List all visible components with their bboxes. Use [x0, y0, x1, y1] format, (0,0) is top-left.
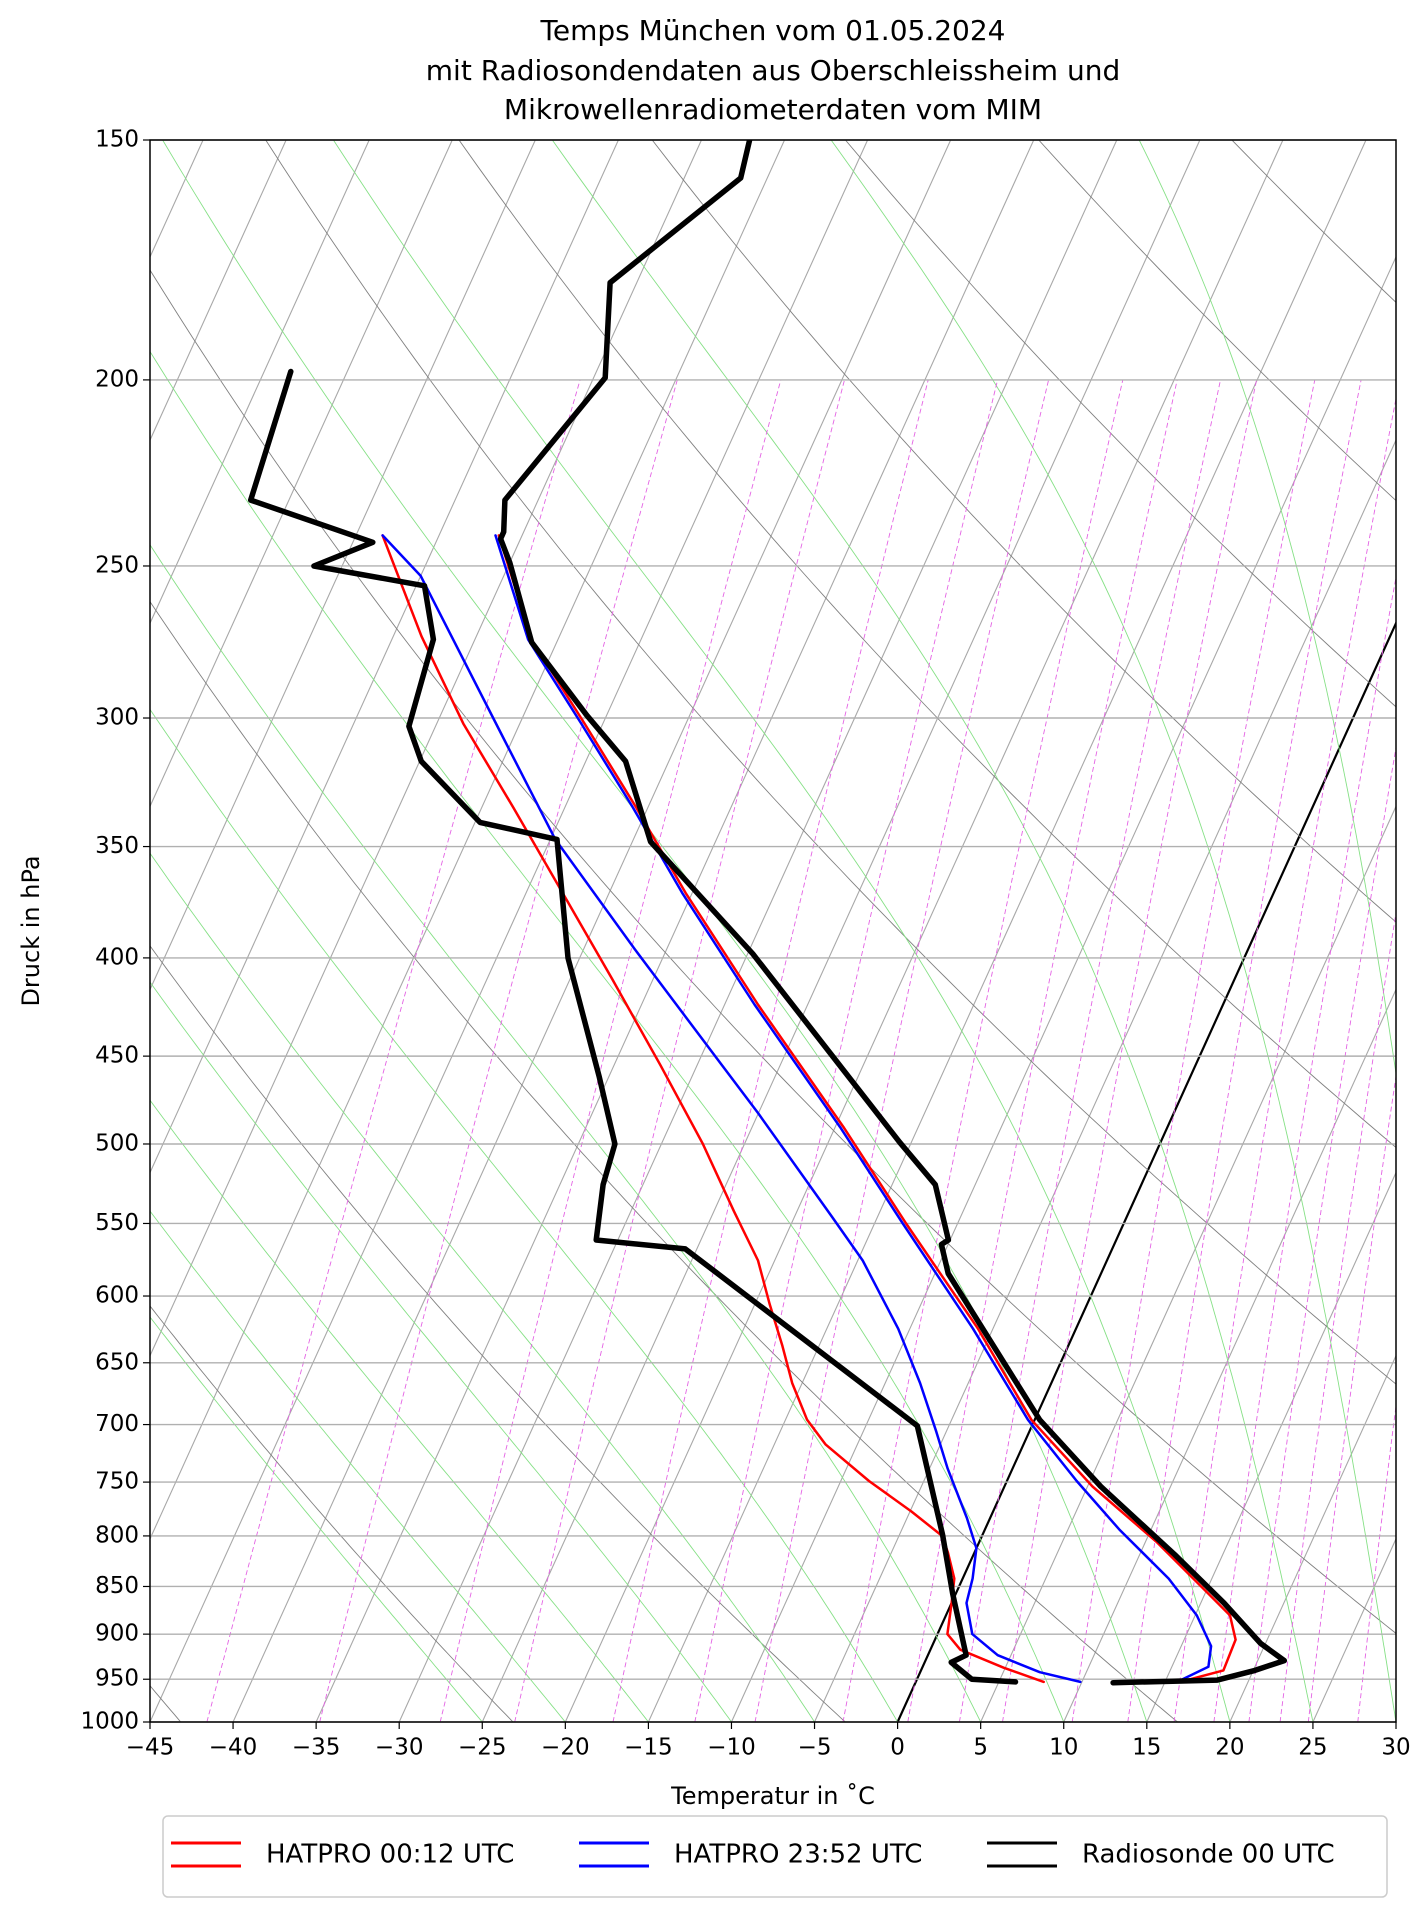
dry-adiabat [73, 140, 1427, 1722]
legend: HATPRO 00:12 UTC HATPRO 23:52 UTC Radioson… [171, 1840, 1335, 1870]
isotherm [0, 140, 535, 1722]
mixing-ratio-line [755, 380, 1049, 1722]
x-tick-label: −10 [707, 1735, 756, 1761]
moist-adiabat [831, 140, 1396, 1722]
isotherm [233, 140, 951, 1722]
isotherm [981, 140, 1427, 1722]
dry-adiabat [652, 140, 1427, 1722]
temperature-line [501, 140, 1285, 1683]
isotherm [0, 140, 452, 1722]
isotherm [150, 140, 868, 1722]
y-tick-label: 850 [95, 1573, 139, 1599]
x-tick-label: −25 [458, 1735, 507, 1761]
dry-adiabat [266, 140, 1427, 1722]
y-tick-label: 800 [95, 1522, 139, 1548]
y-tick-label: 450 [95, 1043, 139, 1069]
moist-adiabat [163, 140, 1147, 1722]
y-tick-label: 750 [95, 1469, 139, 1495]
grid [150, 140, 1396, 1722]
x-tick-label: −40 [209, 1735, 258, 1761]
mixing-ratio-line [843, 380, 1123, 1722]
freezing-isotherm [898, 140, 1427, 1722]
y-tick-label: 500 [95, 1130, 139, 1156]
x-tick-label: 25 [1298, 1735, 1327, 1761]
dewpoint-line [383, 535, 1081, 1682]
mixing-ratio-line [440, 380, 781, 1722]
isotherm [565, 140, 1283, 1722]
isotherm [316, 140, 1034, 1722]
isotherm [0, 140, 369, 1722]
legend-label: Radiosonde 00 UTC [1082, 1840, 1335, 1870]
dewpoint-line [251, 372, 1016, 1682]
moist-adiabat [0, 140, 482, 1722]
mixing-ratio-line [1280, 380, 1427, 1722]
mixing-ratio-line [1003, 380, 1257, 1722]
isotherm [1313, 140, 1427, 1722]
x-tick-label: 15 [1132, 1735, 1161, 1761]
background-lines [0, 140, 1427, 1722]
chart-title: mit Radiosondendaten aus Oberschleisshei… [426, 54, 1120, 87]
x-tick-label: 20 [1215, 1735, 1244, 1761]
y-tick-label: 650 [95, 1349, 139, 1375]
mixing-ratio-line [320, 380, 678, 1722]
x-tick-label: −35 [292, 1735, 341, 1761]
y-tick-label: 950 [95, 1666, 139, 1692]
x-axis-label: Temperatur in ˚C [670, 1782, 875, 1810]
mixing-ratio-line [1249, 380, 1427, 1722]
isotherm [1396, 140, 1427, 1722]
x-tick-label: −20 [541, 1735, 590, 1761]
isotherm [399, 140, 1117, 1722]
y-tick-label: 700 [95, 1411, 139, 1437]
legend-label: HATPRO 23:52 UTC [674, 1840, 922, 1870]
isotherm [67, 140, 785, 1722]
y-tick-label: 550 [95, 1210, 139, 1236]
isotherm [1147, 140, 1427, 1722]
y-tick-label: 300 [95, 705, 139, 731]
moist-adiabat [0, 140, 565, 1722]
isotherm [1064, 140, 1427, 1722]
moist-adiabat [1139, 140, 1427, 1722]
mixing-ratio-line [1400, 380, 1427, 1722]
y-tick-label: 250 [95, 552, 139, 578]
chart-title: Mikrowellenradiometerdaten vom MIM [504, 93, 1042, 126]
mixing-ratio-line [1128, 380, 1361, 1722]
y-tick-label: 350 [95, 833, 139, 859]
mixing-ratio-line [959, 380, 1220, 1722]
isotherm [815, 140, 1427, 1722]
x-tick-label: −30 [375, 1735, 424, 1761]
isotherm [648, 140, 1366, 1722]
y-tick-label: 200 [95, 366, 139, 392]
dry-adiabat [1232, 140, 1427, 1722]
plot-frame [150, 140, 1396, 1722]
x-tick-label: 10 [1049, 1735, 1078, 1761]
x-tick-label: 30 [1381, 1735, 1410, 1761]
y-tick-label: 150 [95, 127, 139, 153]
mixing-ratio-line [1072, 380, 1315, 1722]
x-tick-label: −45 [126, 1735, 175, 1761]
y-axis-label: Druck in hPa [17, 855, 45, 1006]
mixing-ratio-line [1174, 380, 1400, 1722]
x-tick-label: −5 [798, 1735, 832, 1761]
x-tick-label: 5 [973, 1735, 988, 1761]
mixing-ratio-line [515, 380, 845, 1722]
dry-adiabat [0, 140, 513, 1722]
legend-label: HATPRO 00:12 UTC [266, 1840, 514, 1870]
x-tick-label: 0 [890, 1735, 905, 1761]
mixing-ratio-line [1214, 380, 1427, 1722]
y-tick-label: 1000 [80, 1709, 139, 1735]
dewpoint-line [383, 535, 1044, 1682]
x-tick-label: −15 [624, 1735, 673, 1761]
y-tick-label: 900 [95, 1621, 139, 1647]
moist-adiabat [27, 140, 1064, 1722]
y-tick-label: 600 [95, 1283, 139, 1309]
moist-adiabat [0, 140, 981, 1722]
y-tick-label: 400 [95, 944, 139, 970]
chart-title: Temps München vom 01.05.2024 [540, 14, 1006, 47]
